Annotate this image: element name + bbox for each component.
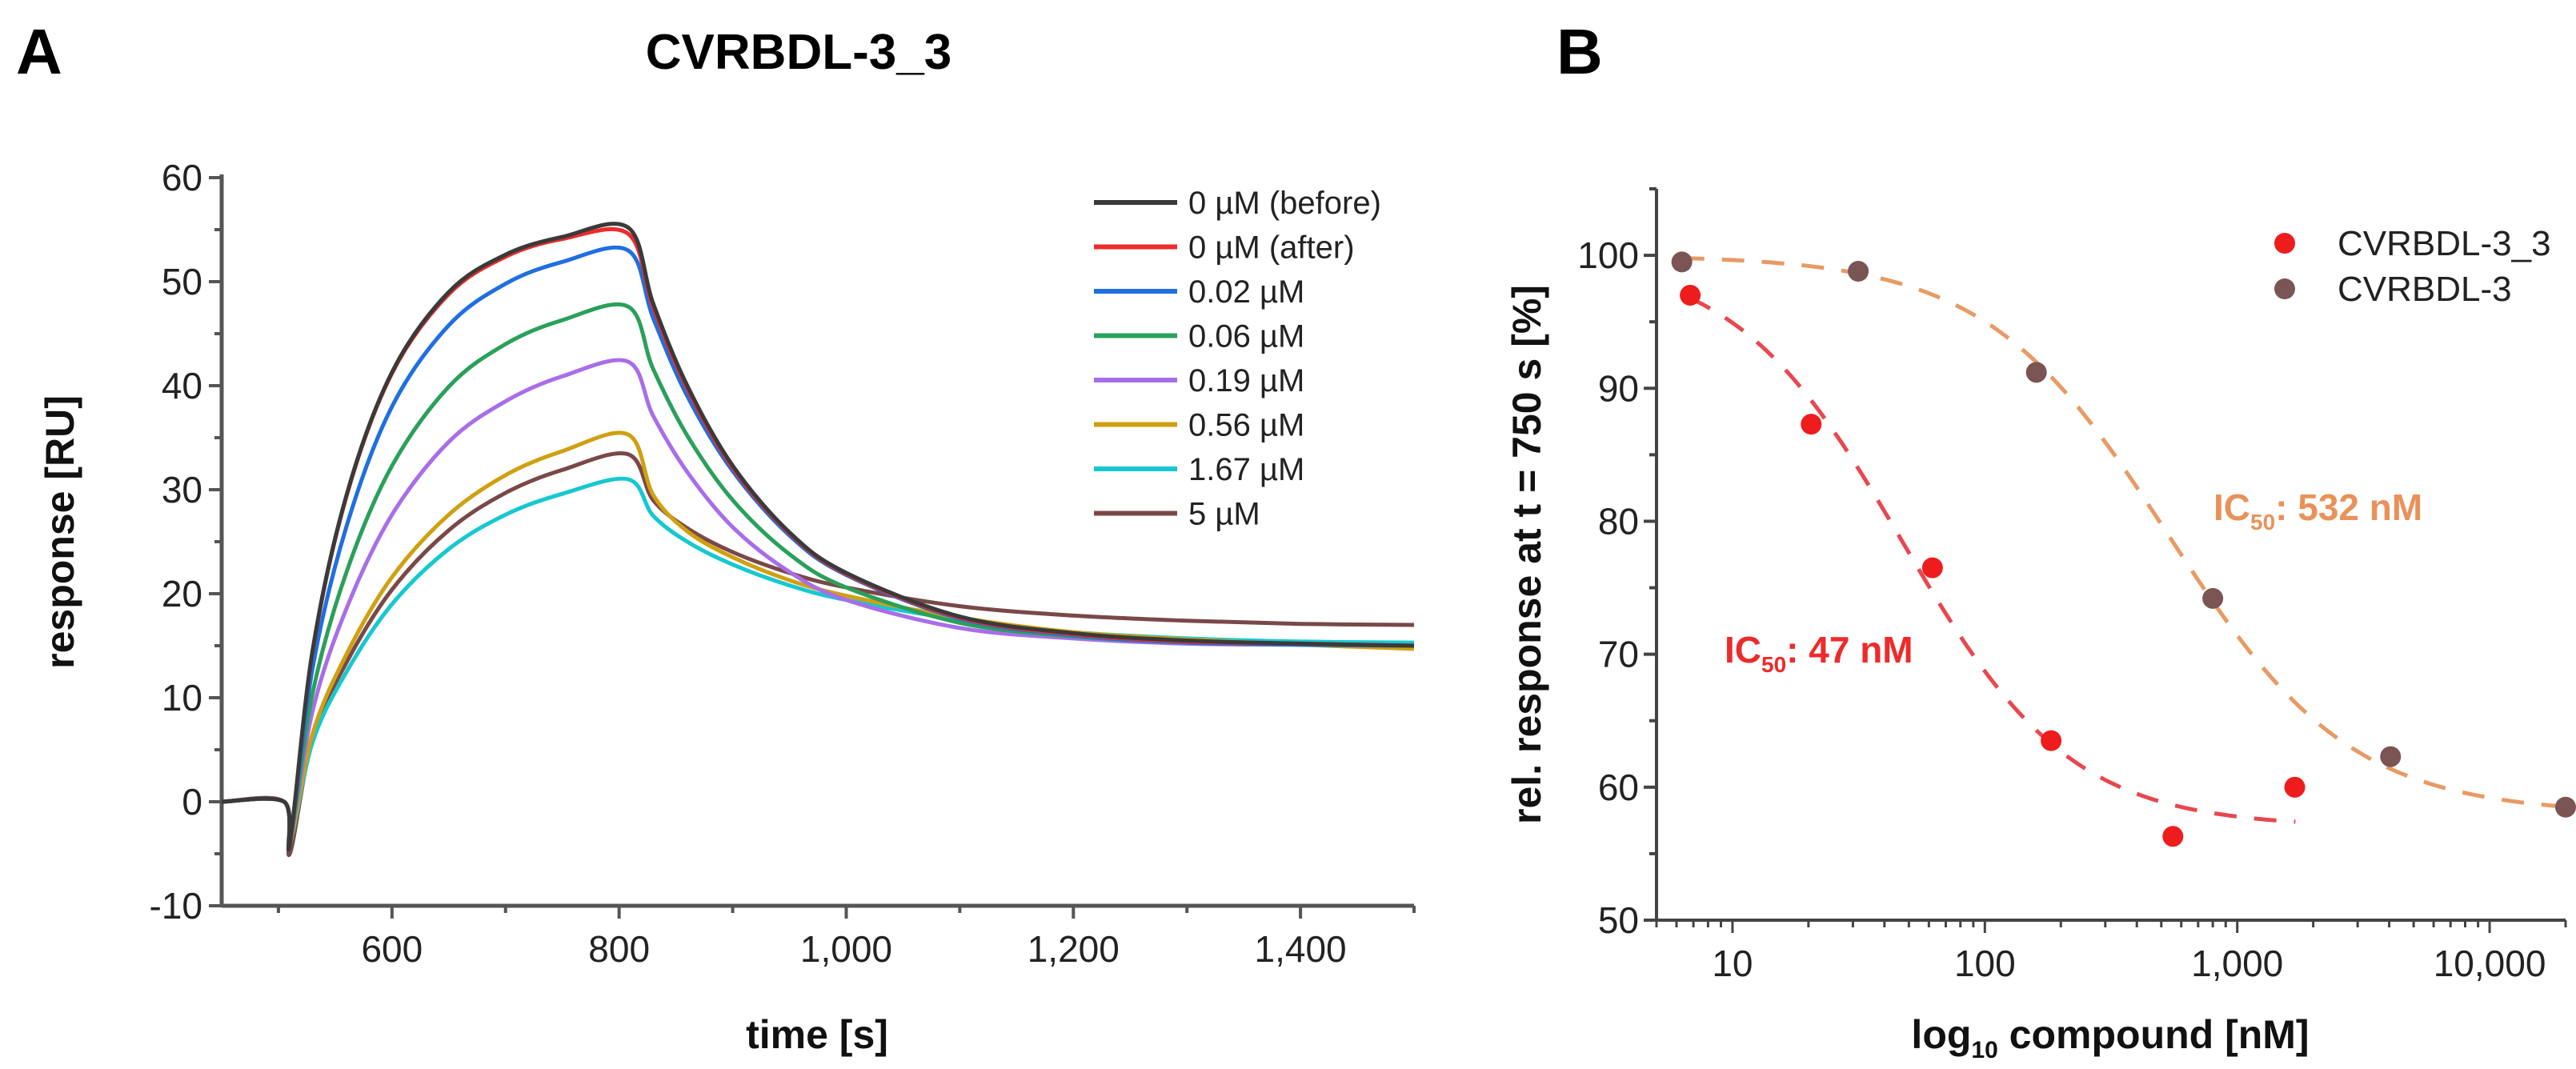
legend-label-a: 1.67 µM bbox=[1188, 452, 1304, 487]
legend-marker-cvrbdl-3-3 bbox=[2274, 233, 2295, 254]
y-tick-label-b: 50 bbox=[1598, 899, 1639, 941]
data-point-cvrbdl-3 bbox=[2555, 796, 2576, 818]
legend-label-a: 0.06 µM bbox=[1188, 319, 1304, 354]
series-line-1-67-m bbox=[221, 476, 1415, 847]
fit-curve-cvrbdl-3-3 bbox=[1689, 296, 2296, 824]
fit-curves-b bbox=[1681, 256, 2566, 824]
legend-label-cvrbdl-3-3: CVRBDL-3_3 bbox=[2338, 224, 2551, 263]
legend-label-a: 0.02 µM bbox=[1188, 274, 1304, 310]
legend-marker-cvrbdl-3 bbox=[2274, 278, 2295, 299]
data-point-cvrbdl-3 bbox=[2380, 746, 2402, 767]
panel-label-a: A bbox=[16, 16, 62, 87]
y-axis-label-a: response [RU] bbox=[38, 395, 82, 669]
series-line-0-19-m bbox=[221, 358, 1415, 848]
y-tick-label-a: 0 bbox=[182, 781, 202, 823]
y-tick-label-b: 90 bbox=[1598, 367, 1639, 409]
x-tick-label-a: 800 bbox=[588, 928, 650, 970]
axes-b: 50 60 70 80 90 100 10 100 1,000 10,000 bbox=[1577, 187, 2567, 984]
x-tick-label-b: 10 bbox=[1712, 943, 1753, 984]
data-point-cvrbdl-3 bbox=[1848, 261, 1869, 282]
data-point-cvrbdl-3 bbox=[2202, 587, 2224, 609]
x-tick-label-b: 100 bbox=[1954, 943, 2016, 984]
ic50-annotation-cvrbdl-3-3: IC50: 47 nM bbox=[1725, 629, 1913, 677]
data-points-b bbox=[1671, 251, 2576, 847]
legend-label-a: 0 µM (after) bbox=[1188, 230, 1355, 266]
y-tick-label-b: 100 bbox=[1577, 234, 1639, 276]
data-point-cvrbdl-3-3 bbox=[2041, 730, 2062, 751]
y-tick-label-a: 50 bbox=[162, 261, 202, 302]
legend-label-a: 0.19 µM bbox=[1188, 363, 1304, 398]
fit-curve-cvrbdl-3 bbox=[1681, 256, 2566, 809]
x-tick-label-a: 1,000 bbox=[800, 928, 892, 970]
ic50-annotation-cvrbdl-3: IC50: 532 nM bbox=[2213, 486, 2422, 534]
data-point-cvrbdl-3-3 bbox=[2284, 776, 2306, 798]
x-tick-label-b: 1,000 bbox=[2191, 943, 2283, 984]
series-line-0-m-before- bbox=[221, 222, 1415, 852]
x-tick-label-a: 600 bbox=[361, 928, 423, 970]
data-point-cvrbdl-3-3 bbox=[2162, 826, 2184, 847]
y-tick-label-b: 70 bbox=[1598, 634, 1639, 675]
y-tick-label-a: 20 bbox=[162, 573, 202, 615]
y-axis-label-b: rel. response at t = 750 s [%] bbox=[1504, 285, 1549, 824]
series-lines-a bbox=[221, 222, 1415, 858]
panel-label-b: B bbox=[1556, 16, 1603, 87]
y-tick-label-a: -10 bbox=[150, 885, 202, 927]
panel-b: B 50 60 70 80 90 100 10 100 1,000 10,000 CVRBDL-3… bbox=[1504, 16, 2576, 1063]
legend-label-a: 5 µM bbox=[1188, 497, 1260, 532]
y-tick-label-a: 10 bbox=[162, 677, 202, 719]
y-tick-label-b: 60 bbox=[1598, 767, 1639, 808]
x-tick-label-a: 1,400 bbox=[1255, 928, 1347, 970]
legend-a: 0 µM (before) 0 µM (after) 0.02 µM 0.06 µM 0… bbox=[1094, 186, 1381, 532]
x-tick-label-a: 1,200 bbox=[1028, 928, 1120, 970]
y-tick-label-a: 40 bbox=[162, 365, 202, 406]
legend-label-a: 0.56 µM bbox=[1188, 408, 1304, 443]
chart-title: CVRBDL-3_3 bbox=[646, 25, 951, 80]
y-tick-label-a: 60 bbox=[162, 157, 202, 198]
legend-b: CVRBDL-3_3 CVRBDL-3 bbox=[2274, 224, 2551, 309]
x-axis-label-a: time [s] bbox=[746, 1012, 888, 1057]
panel-a: A CVRBDL-3_3 -10 0 10 20 30 40 50 60 600 800 1,000… bbox=[16, 16, 1416, 1057]
x-tick-label-b: 10,000 bbox=[2434, 943, 2546, 984]
legend-label-cvrbdl-3: CVRBDL-3 bbox=[2338, 270, 2512, 309]
axes-a: -10 0 10 20 30 40 50 60 600 800 1,000 1,200 1,400 bbox=[150, 157, 1416, 970]
data-point-cvrbdl-3 bbox=[1671, 251, 1693, 273]
data-point-cvrbdl-3-3 bbox=[1680, 284, 1701, 306]
data-point-cvrbdl-3-3 bbox=[1921, 557, 1943, 579]
y-tick-label-a: 30 bbox=[162, 469, 202, 510]
y-tick-label-b: 80 bbox=[1598, 500, 1639, 542]
x-axis-label-b: log10 compound [nM] bbox=[1911, 1012, 2309, 1063]
data-point-cvrbdl-3 bbox=[2025, 362, 2047, 383]
legend-label-a: 0 µM (before) bbox=[1188, 186, 1381, 221]
data-point-cvrbdl-3-3 bbox=[1801, 414, 1822, 435]
